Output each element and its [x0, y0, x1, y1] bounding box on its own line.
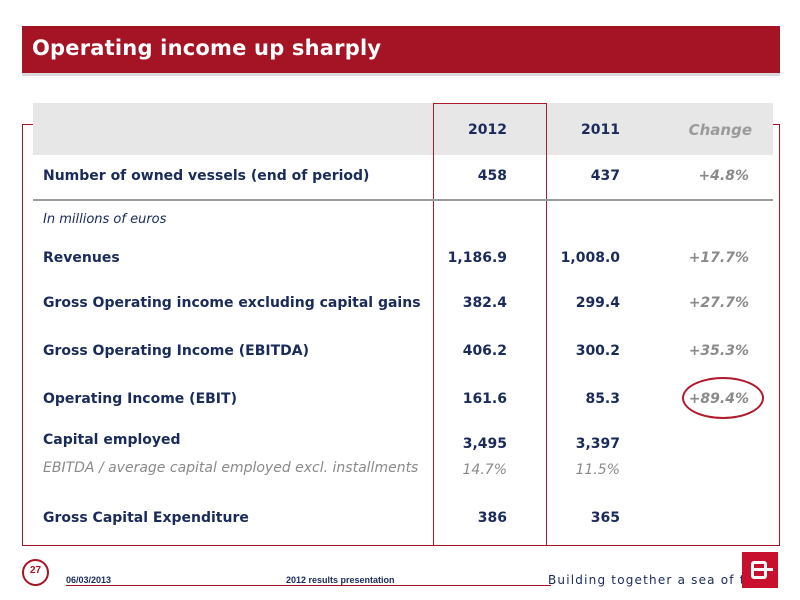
value-2012-ebit: 161.6 [462, 391, 507, 407]
value-2011-capex: 365 [590, 510, 620, 526]
header-change: Change [688, 121, 752, 139]
header-2012: 2012 [468, 122, 507, 138]
value-2011-vessels: 437 [590, 168, 620, 184]
title-bar: Operating income up sharply [22, 26, 780, 76]
value-2011-gross-op-income-excl: 299.4 [575, 295, 620, 311]
row-label-ebitda-ratio: EBITDA / average capital employed excl. … [43, 460, 419, 476]
footer-rule [66, 585, 551, 586]
row-label-revenues: Revenues [43, 250, 120, 266]
row-label-ebit: Operating Income (EBIT) [43, 391, 237, 407]
value-2011-ebitda-ratio: 11.5% [575, 462, 620, 478]
change-revenues: +17.7% [688, 250, 749, 266]
company-logo [742, 552, 778, 588]
value-2011-ebit: 85.3 [585, 391, 620, 407]
units-note: In millions of euros [43, 212, 167, 227]
change-ebitda: +35.3% [688, 343, 749, 359]
value-2012-vessels: 458 [477, 168, 507, 184]
row-label-gross-op-income-excl: Gross Operating income excluding capital… [43, 295, 421, 311]
value-2011-capital-employed: 3,397 [575, 436, 620, 452]
slide-title: Operating income up sharply [32, 36, 382, 60]
row-separator [33, 199, 773, 201]
row-label-ebitda: Gross Operating Income (EBITDA) [43, 343, 309, 359]
value-2012-ebitda-ratio: 14.7% [462, 462, 507, 478]
highlight-2012-column [433, 103, 547, 546]
table-frame [22, 124, 780, 546]
header-2011: 2011 [581, 122, 620, 138]
value-2011-ebitda: 300.2 [575, 343, 620, 359]
page-number-badge: 27 [22, 559, 49, 586]
change-vessels: +4.8% [698, 168, 749, 184]
table-header-band [33, 103, 773, 155]
value-2011-revenues: 1,008.0 [560, 250, 620, 266]
value-2012-revenues: 1,186.9 [447, 250, 507, 266]
title-shadow [22, 73, 780, 76]
footer-presentation: 2012 results presentation [286, 575, 395, 585]
value-2012-capital-employed: 3,495 [462, 436, 507, 452]
value-2012-ebitda: 406.2 [462, 343, 507, 359]
footer-date: 06/03/2013 [66, 575, 112, 585]
tagline: Building together a sea of trust [548, 573, 774, 587]
row-label-capital-employed: Capital employed [43, 432, 181, 448]
value-2012-capex: 386 [477, 510, 507, 526]
logo-bar [751, 568, 773, 571]
page-number: 27 [29, 565, 42, 576]
row-label-vessels: Number of owned vessels (end of period) [43, 168, 370, 184]
value-2012-gross-op-income-excl: 382.4 [462, 295, 507, 311]
highlight-circle [682, 377, 764, 419]
row-label-capex: Gross Capital Expenditure [43, 510, 249, 526]
change-gross-op-income-excl: +27.7% [688, 295, 749, 311]
